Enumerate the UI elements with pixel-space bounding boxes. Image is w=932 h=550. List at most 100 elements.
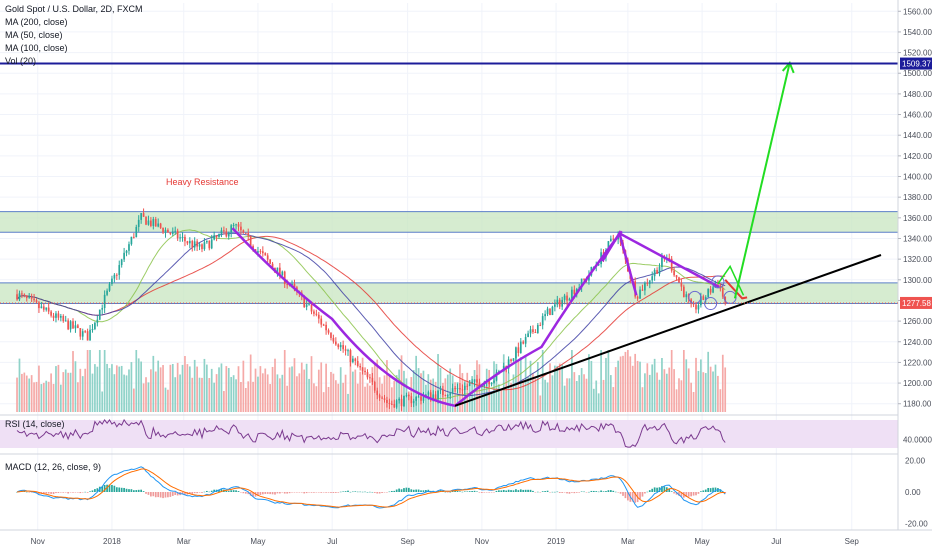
candle[interactable] [563,295,566,300]
candle[interactable] [106,290,108,295]
candle[interactable] [25,295,28,299]
candle[interactable] [456,388,459,390]
candle[interactable] [636,296,639,299]
candle[interactable] [98,309,101,320]
candle[interactable] [313,311,315,314]
candle[interactable] [94,322,96,330]
candle[interactable] [128,244,130,251]
candle[interactable] [261,251,264,254]
candle[interactable] [152,219,155,226]
candle[interactable] [123,252,125,260]
candle[interactable] [451,388,454,394]
candle[interactable] [28,297,31,299]
candle[interactable] [388,402,391,404]
candle[interactable] [641,289,644,291]
candle[interactable] [510,359,512,361]
candle[interactable] [264,253,267,256]
candle[interactable] [588,275,590,281]
candle[interactable] [439,389,442,391]
candle[interactable] [668,257,671,259]
candle[interactable] [376,390,379,396]
candle[interactable] [242,230,245,233]
candle[interactable] [171,231,174,234]
candle[interactable] [125,250,128,253]
candle[interactable] [354,358,357,362]
candle[interactable] [283,271,286,285]
candle[interactable] [40,306,43,309]
candle[interactable] [81,331,84,337]
candle[interactable] [174,230,177,232]
candle[interactable] [709,288,712,293]
candle[interactable] [386,400,388,403]
candle[interactable] [400,398,403,407]
candle[interactable] [101,308,104,310]
candle[interactable] [373,382,376,391]
candle[interactable] [675,275,678,278]
candle[interactable] [534,332,537,334]
candle[interactable] [678,277,680,283]
macd-pane-label[interactable]: MACD (12, 26, close, 9) [5,462,102,472]
candle[interactable] [132,236,135,238]
candle[interactable] [561,299,564,307]
marker-circle[interactable] [704,297,718,311]
candle[interactable] [700,296,702,306]
candle[interactable] [522,341,525,344]
candle[interactable] [529,329,532,334]
candle[interactable] [38,302,40,309]
red-arrow[interactable] [724,279,748,300]
candle[interactable] [16,294,18,300]
candle[interactable] [259,251,262,253]
candle[interactable] [18,293,21,300]
candle[interactable] [111,278,113,285]
candle[interactable] [512,358,515,361]
candle[interactable] [549,308,551,316]
candle[interactable] [410,396,413,404]
candle[interactable] [342,345,344,350]
candle[interactable] [62,316,65,322]
candle[interactable] [478,382,481,387]
candle[interactable] [147,220,150,225]
candle[interactable] [150,220,152,226]
candle[interactable] [103,294,106,309]
candle[interactable] [536,325,539,333]
candle[interactable] [57,313,60,318]
candle[interactable] [692,303,695,305]
candle[interactable] [327,330,330,333]
support-trendline[interactable] [454,254,882,407]
candle[interactable] [607,241,610,250]
candle[interactable] [449,393,452,396]
candle[interactable] [52,315,55,318]
candle[interactable] [249,235,252,247]
candle[interactable] [468,383,471,387]
candle[interactable] [539,325,542,327]
candle[interactable] [210,239,213,249]
candle[interactable] [213,235,216,240]
projection-arrow[interactable] [733,62,791,299]
candle[interactable] [390,403,393,405]
candle[interactable] [72,321,74,329]
candle[interactable] [181,236,184,238]
candle[interactable] [383,398,386,401]
candle[interactable] [120,259,123,266]
candle[interactable] [507,359,510,369]
candle[interactable] [546,308,549,315]
candle[interactable] [179,237,181,239]
candle[interactable] [571,289,573,299]
candle[interactable] [352,358,354,363]
candle[interactable] [193,241,196,248]
candle[interactable] [724,296,727,303]
candle[interactable] [612,238,615,240]
candle[interactable] [291,283,293,286]
candle[interactable] [225,231,228,237]
candle[interactable] [50,311,52,316]
candle[interactable] [74,325,77,329]
candle[interactable] [145,216,147,225]
candle[interactable] [293,283,296,288]
candle[interactable] [96,319,99,323]
candle[interactable] [108,284,111,291]
candle[interactable] [89,329,91,341]
candle[interactable] [310,304,313,312]
marker-circle[interactable] [688,290,702,304]
candle[interactable] [466,385,469,387]
